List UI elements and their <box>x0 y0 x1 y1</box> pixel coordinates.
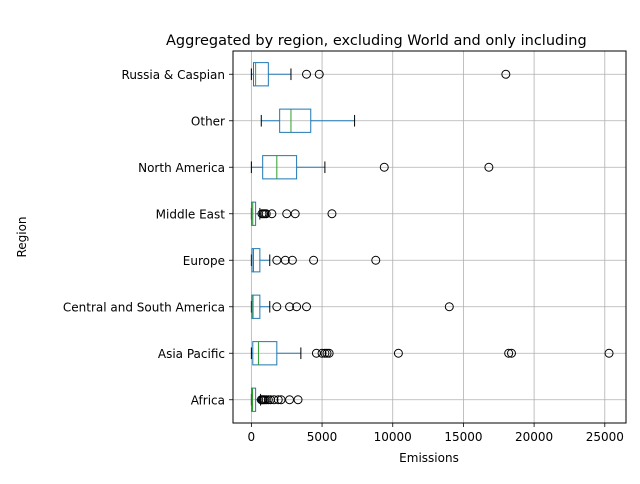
x-tick-label: 15000 <box>444 430 482 444</box>
boxes <box>250 62 614 412</box>
box-group <box>250 62 511 87</box>
outlier-point <box>302 302 312 312</box>
outlier-point <box>290 209 300 219</box>
x-axis-label: Emissions <box>399 451 459 465</box>
outlier-point <box>302 69 312 79</box>
outlier-point <box>484 162 494 172</box>
box-group <box>250 201 337 226</box>
y-axis-label: Region <box>15 216 29 257</box>
box-group <box>250 248 381 273</box>
outlier-point <box>285 302 295 312</box>
outlier-point <box>267 209 277 219</box>
box-iqr <box>279 108 312 133</box>
chart-title: Aggregated by region, excluding World an… <box>166 33 587 49</box>
box-iqr <box>251 294 261 319</box>
y-tick-label: Middle East <box>156 207 226 221</box>
outlier-point <box>324 348 334 358</box>
outlier-point <box>506 348 516 358</box>
outlier-point <box>322 348 332 358</box>
plot-frame <box>232 50 627 424</box>
box-iqr <box>251 387 257 412</box>
y-tick-label: Africa <box>191 393 225 407</box>
y-tick-label: Central and South America <box>63 300 225 314</box>
box-group <box>250 341 614 366</box>
y-tick-label: Europe <box>183 254 225 268</box>
outlier-point <box>269 395 279 405</box>
box-iqr <box>262 155 298 180</box>
x-tick-label: 25000 <box>586 430 624 444</box>
x-tick-label: 5000 <box>307 430 338 444</box>
outlier-point <box>504 348 514 358</box>
outlier-point <box>273 395 283 405</box>
box-iqr <box>251 248 261 273</box>
outlier-point <box>444 302 454 312</box>
box-group <box>250 155 494 180</box>
box-group <box>250 294 454 319</box>
x-tick-label: 0 <box>248 430 256 444</box>
outlier-point <box>292 302 302 312</box>
box-iqr <box>252 341 278 366</box>
y-tick-label: Russia & Caspian <box>122 68 225 82</box>
y-tick-label: North America <box>138 161 225 175</box>
outlier-point <box>371 255 381 265</box>
outlier-point <box>393 348 403 358</box>
outlier-point <box>317 348 327 358</box>
outlier-point <box>287 255 297 265</box>
outlier-point <box>272 302 282 312</box>
outlier-point <box>501 69 511 79</box>
box-group <box>260 108 356 133</box>
outlier-point <box>280 255 290 265</box>
outlier-point <box>604 348 614 358</box>
outlier-point <box>379 162 389 172</box>
outlier-point <box>314 69 324 79</box>
outlier-point <box>261 209 271 219</box>
x-tick-label: 20000 <box>515 430 553 444</box>
y-tick-label: Asia Pacific <box>158 347 225 361</box>
outlier-point <box>320 348 330 358</box>
y-tick-label: Other <box>191 114 225 128</box>
outlier-point <box>327 209 337 219</box>
grid-lines <box>233 51 626 423</box>
outlier-point <box>293 395 303 405</box>
axis-ticks: 0 5000 10000 15000 20000 25000 Africa Asia Paci… <box>63 68 624 444</box>
outlier-point <box>309 255 319 265</box>
outlier-point <box>263 395 273 405</box>
box-iqr <box>252 62 269 87</box>
box-iqr <box>251 201 257 226</box>
box-group <box>250 387 303 412</box>
x-tick-label: 10000 <box>374 430 412 444</box>
